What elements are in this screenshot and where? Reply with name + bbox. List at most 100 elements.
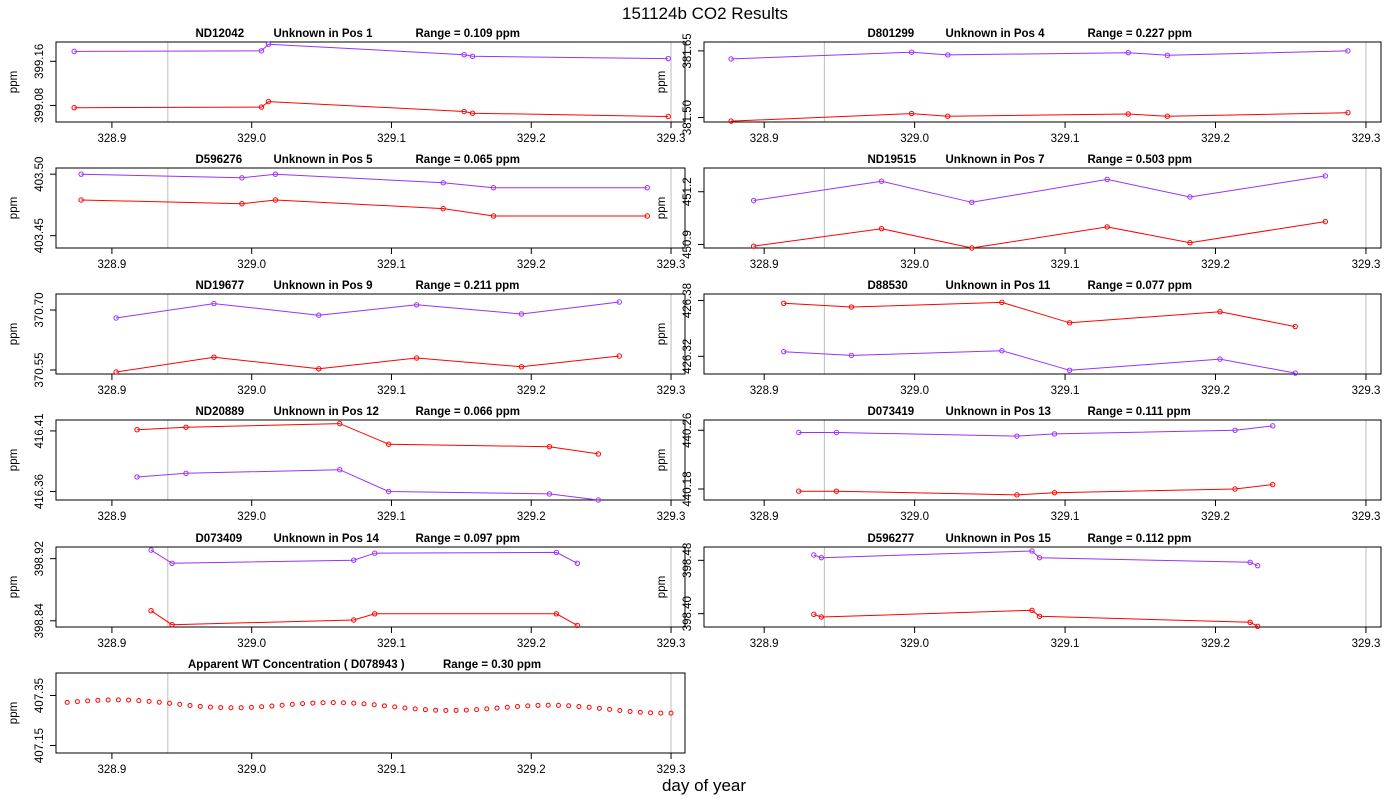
x-tick-label: 328.9 bbox=[750, 133, 779, 145]
series-point-upper bbox=[848, 352, 855, 359]
series-point-lower bbox=[1104, 224, 1110, 230]
wt-concentration-point bbox=[422, 707, 428, 713]
x-tick-label: 329.3 bbox=[657, 133, 686, 145]
x-tick-label: 329.0 bbox=[900, 511, 929, 523]
series-line-lower bbox=[731, 112, 1348, 122]
series-point-upper bbox=[1254, 562, 1261, 569]
panel-8: D073409 Unknown in Pos 14 Range = 0.097 pp… bbox=[8, 533, 686, 650]
panel-title-range: Range = 0.109 ppm bbox=[416, 28, 521, 40]
wt-concentration-point bbox=[320, 700, 326, 706]
series-point-lower bbox=[183, 424, 189, 430]
wt-concentration-point bbox=[555, 702, 561, 708]
series-point-upper bbox=[728, 56, 734, 62]
wt-concentration-point bbox=[310, 700, 316, 706]
x-tick-label: 329.1 bbox=[1051, 385, 1080, 397]
wt-concentration-point bbox=[668, 710, 674, 716]
series-point-lower bbox=[1051, 489, 1058, 496]
series-line-lower bbox=[783, 301, 1296, 328]
wt-concentration-point bbox=[248, 704, 254, 710]
wt-concentration-point bbox=[197, 703, 203, 709]
series-line-upper bbox=[116, 301, 620, 319]
series-point-lower bbox=[1029, 607, 1035, 614]
y-tick-label: 416.41 bbox=[34, 413, 46, 448]
panel-7: D073419 Unknown in Pos 13 Range = 0.111 pp… bbox=[656, 406, 1382, 523]
series-point-lower bbox=[71, 104, 77, 111]
y-tick-label: 426.38 bbox=[682, 283, 694, 318]
panel-title-range: Range = 0.066 ppm bbox=[416, 406, 521, 418]
wt-concentration-point bbox=[515, 703, 521, 709]
plot-frame bbox=[55, 546, 686, 628]
series-point-upper bbox=[337, 466, 343, 473]
wt-concentration-point bbox=[484, 706, 490, 712]
panel-title-pos: Unknown in Pos 1 bbox=[274, 28, 374, 40]
series-point-lower bbox=[1345, 109, 1351, 116]
y-axis-label: ppm bbox=[8, 449, 20, 471]
x-tick-label: 329.3 bbox=[657, 764, 686, 776]
wt-concentration-point bbox=[207, 704, 213, 710]
series-point-lower bbox=[750, 243, 757, 249]
y-axis-label: ppm bbox=[656, 576, 668, 598]
wt-concentration-point bbox=[351, 700, 357, 706]
x-tick-label: 329.3 bbox=[657, 511, 686, 523]
x-tick-label: 328.9 bbox=[750, 259, 779, 271]
series-line-upper bbox=[731, 50, 1348, 60]
y-tick-label: 440.18 bbox=[682, 471, 694, 506]
wt-concentration-point bbox=[463, 707, 469, 713]
panel-title-id: ND19677 bbox=[196, 280, 245, 292]
series-point-upper bbox=[1029, 548, 1035, 554]
series-point-lower bbox=[574, 622, 581, 629]
wt-concentration-point bbox=[259, 704, 265, 710]
wt-concentration-point bbox=[504, 704, 510, 710]
x-tick-label: 328.9 bbox=[98, 133, 127, 145]
y-tick-label: 398.40 bbox=[682, 596, 694, 631]
x-tick-label: 329.3 bbox=[1352, 133, 1381, 145]
x-tick-label: 329.1 bbox=[377, 638, 406, 650]
series-point-lower bbox=[148, 607, 154, 614]
y-tick-label: 398.84 bbox=[34, 603, 46, 639]
series-point-upper bbox=[1345, 48, 1351, 54]
x-tick-label: 329.2 bbox=[517, 259, 546, 271]
figure-xlabel: day of year bbox=[662, 776, 746, 795]
y-tick-label: 450.9 bbox=[682, 230, 694, 259]
series-line-upper bbox=[798, 425, 1273, 437]
panel-10: Apparent WT Concentration ( D078943 ) Ran… bbox=[8, 659, 686, 776]
x-tick-label: 329.0 bbox=[900, 133, 929, 145]
y-tick-label: 370.55 bbox=[34, 352, 46, 387]
plot-frame bbox=[703, 41, 1382, 123]
wt-concentration-point bbox=[269, 703, 275, 709]
x-tick-label: 328.9 bbox=[98, 764, 127, 776]
y-tick-label: 416.36 bbox=[34, 474, 46, 509]
series-point-lower bbox=[1247, 619, 1253, 626]
wt-concentration-point bbox=[494, 705, 500, 711]
x-tick-label: 329.3 bbox=[1352, 385, 1381, 397]
panel-title-id: ND19515 bbox=[868, 154, 917, 166]
x-tick-label: 329.2 bbox=[517, 764, 546, 776]
series-point-upper bbox=[518, 311, 525, 317]
series-point-upper bbox=[969, 199, 975, 205]
series-point-upper bbox=[1066, 367, 1073, 373]
series-point-upper bbox=[239, 175, 245, 181]
plot-frame bbox=[703, 419, 1382, 501]
series-point-lower bbox=[644, 213, 650, 219]
series-point-lower bbox=[490, 213, 497, 219]
series-line-upper bbox=[74, 43, 669, 60]
wt-concentration-point bbox=[126, 697, 132, 703]
wt-concentration-point bbox=[576, 703, 582, 709]
wt-concentration-point bbox=[187, 702, 193, 708]
plot-frame bbox=[703, 546, 1382, 628]
wt-concentration-point bbox=[453, 707, 459, 713]
series-point-upper bbox=[272, 171, 279, 177]
series-point-lower bbox=[371, 611, 378, 617]
series-point-upper bbox=[1164, 52, 1171, 59]
wt-concentration-point bbox=[85, 698, 91, 704]
wt-concentration-point bbox=[433, 707, 439, 713]
wt-concentration-point bbox=[371, 702, 377, 708]
panel-title-pos: Unknown in Pos 11 bbox=[946, 280, 1051, 292]
series-line-upper bbox=[813, 550, 1258, 567]
x-tick-label: 329.1 bbox=[377, 133, 406, 145]
x-tick-label: 329.0 bbox=[900, 638, 929, 650]
x-tick-label: 329.2 bbox=[1201, 511, 1230, 523]
panel-6: ND20889 Unknown in Pos 12 Range = 0.066 pp… bbox=[8, 406, 686, 523]
x-tick-label: 329.3 bbox=[657, 385, 686, 397]
y-tick-label: 398.48 bbox=[682, 543, 694, 578]
